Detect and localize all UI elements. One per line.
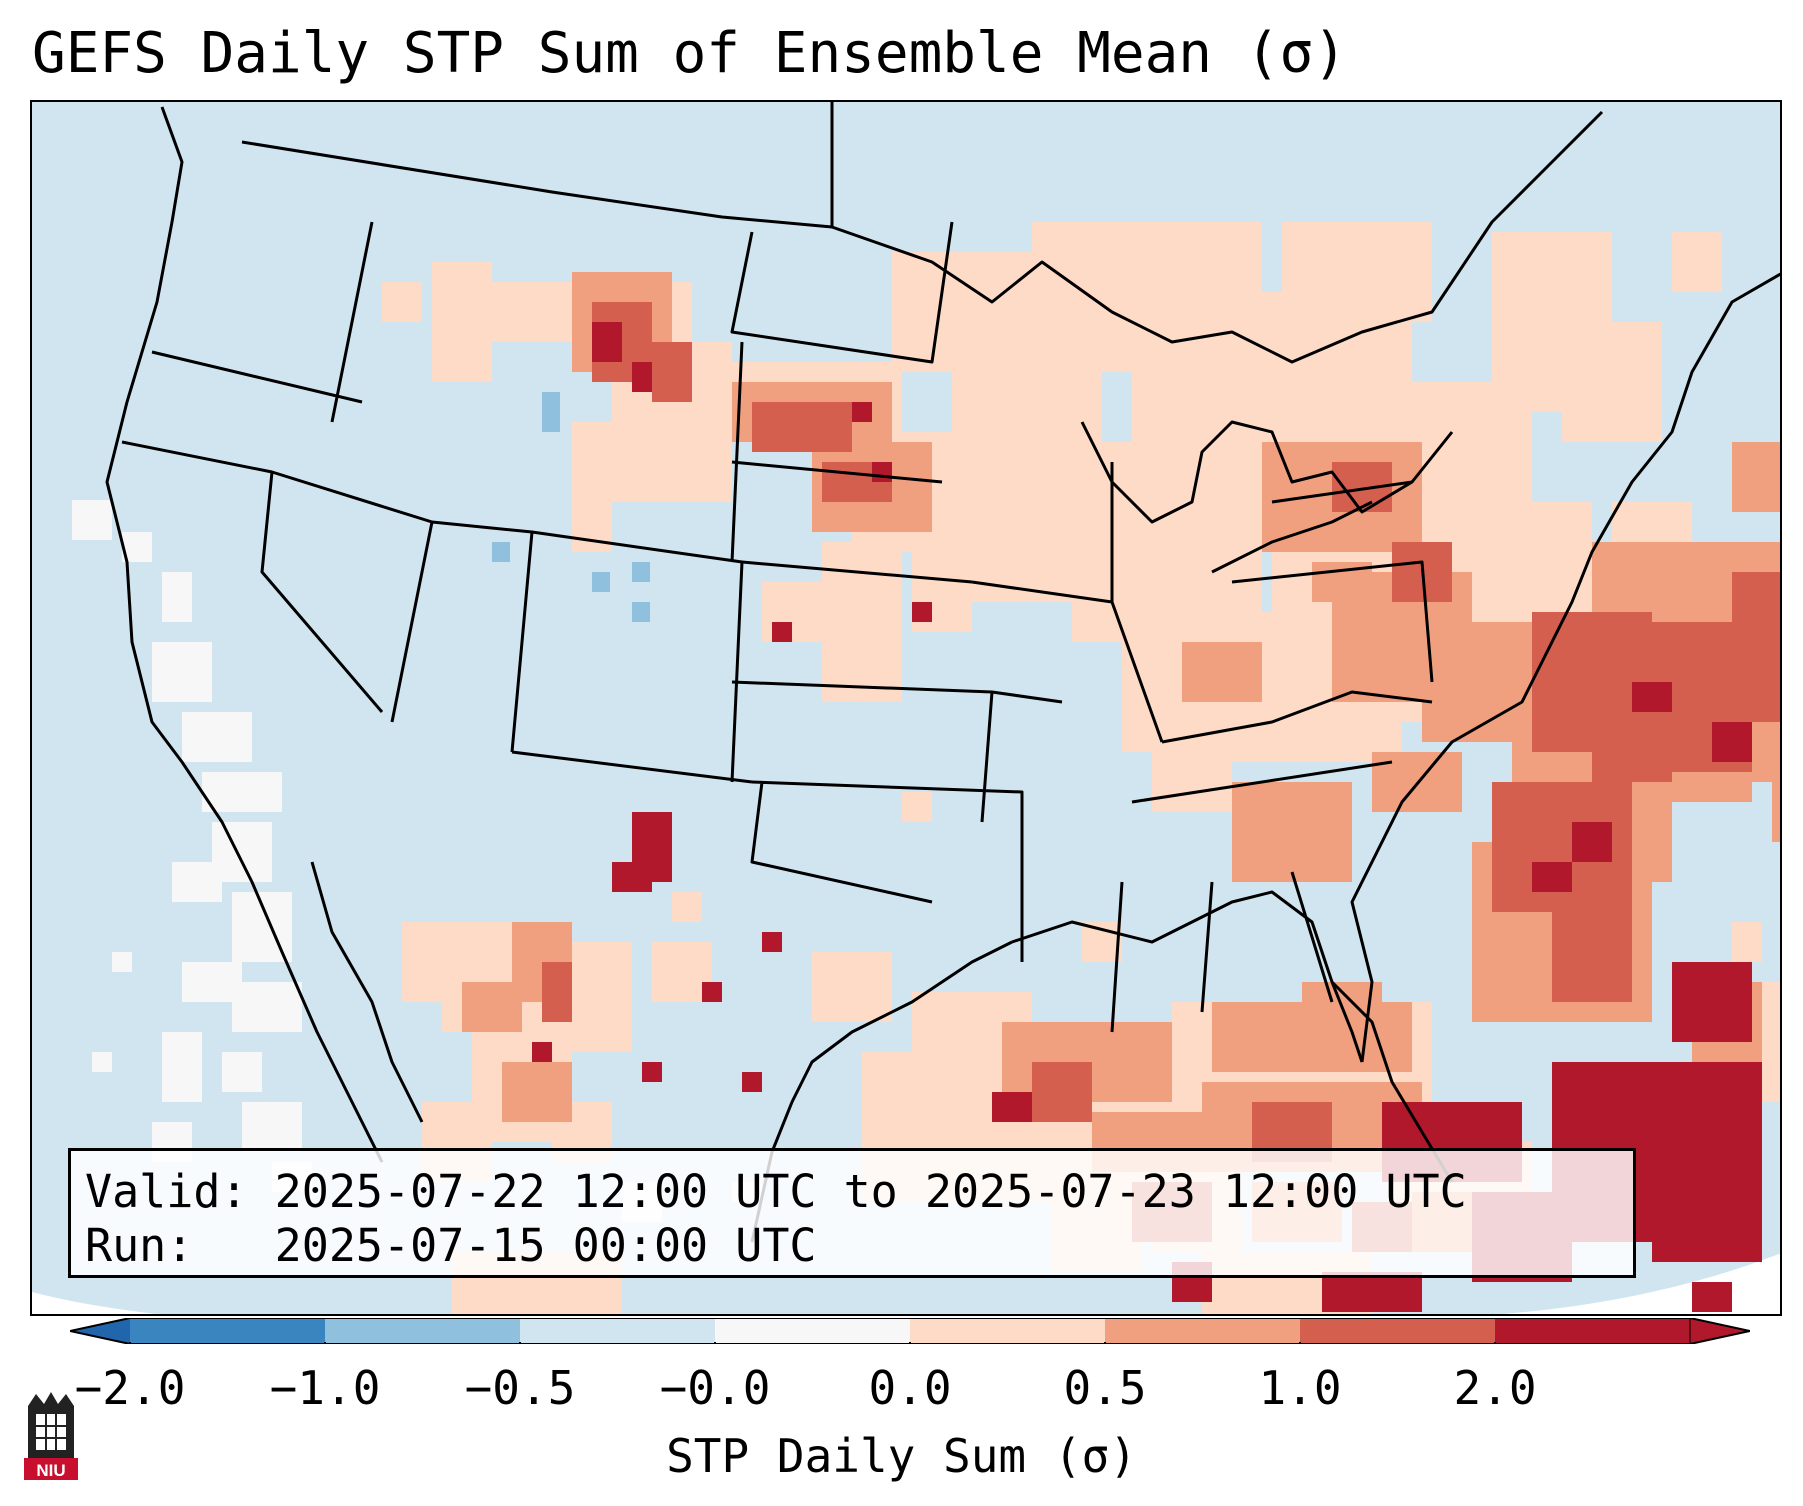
colorbar-segment <box>1495 1318 1691 1344</box>
plot-title: GEFS Daily STP Sum of Ensemble Mean (σ) <box>32 21 1347 86</box>
niu-tower-icon <box>28 1392 74 1458</box>
valid-run-info-box: Valid: 2025-07-22 12:00 UTC to 2025-07-2… <box>68 1148 1636 1278</box>
colorbar-segment <box>130 1318 326 1344</box>
east-coast <box>1350 272 1780 1063</box>
state-lines-west <box>121 221 753 784</box>
colorbar-extend-high <box>1690 1318 1750 1344</box>
colorbar-segment <box>325 1318 521 1344</box>
negative-cells <box>492 392 650 622</box>
great-lakes <box>1080 420 1454 574</box>
run-value: 2025-07-15 00:00 UTC <box>274 1219 817 1272</box>
state-lines-central <box>730 221 1063 962</box>
map-svg <box>32 102 1780 1314</box>
colorbar-tick-label: −0.0 <box>659 1361 771 1415</box>
run-label: Run: <box>85 1219 194 1272</box>
niu-logo: NIU <box>24 1392 78 1480</box>
colorbar-segment <box>910 1318 1106 1344</box>
gulf-coast <box>750 940 1013 1243</box>
niu-logo-band <box>24 1458 78 1480</box>
colorbar-extend-low <box>70 1318 130 1344</box>
state-lines-east <box>971 462 1434 1033</box>
colorbar-tick-label: −0.5 <box>464 1361 576 1415</box>
colorbar-label: STP Daily Sum (σ) <box>666 1429 1137 1483</box>
colorbar-segment <box>1300 1318 1496 1344</box>
west-coast <box>105 106 384 1163</box>
colorbar-tick-label: 2.0 <box>1453 1361 1537 1415</box>
colorbar-segments <box>70 1318 1750 1344</box>
run-line: Run: 2025-07-15 00:00 UTC <box>85 1219 1619 1273</box>
baja-coast <box>310 861 424 1123</box>
boundary-lines <box>105 102 1780 1243</box>
map-panel <box>30 100 1782 1316</box>
canada-border <box>241 102 834 229</box>
gulf-coast-east <box>1011 890 1364 1063</box>
valid-value: 2025-07-22 12:00 UTC to 2025-07-23 12:00… <box>274 1165 1467 1218</box>
colorbar-tick-label: −2.0 <box>74 1361 186 1415</box>
colorbar-tick-label: −1.0 <box>269 1361 381 1415</box>
colorbar-segment <box>715 1318 911 1344</box>
colorbar-segment <box>520 1318 716 1344</box>
colorbar-tick-label: 1.0 <box>1258 1361 1342 1415</box>
us-canada-east <box>831 110 1604 364</box>
valid-line: Valid: 2025-07-22 12:00 UTC to 2025-07-2… <box>85 1165 1619 1219</box>
colorbar <box>70 1318 1750 1344</box>
niu-logo-text: NIU <box>36 1461 65 1480</box>
colorbar-tick-label: 0.0 <box>868 1361 952 1415</box>
colorbar-tick-label: 0.5 <box>1063 1361 1147 1415</box>
valid-label: Valid: <box>85 1165 248 1218</box>
colorbar-segment <box>1105 1318 1301 1344</box>
